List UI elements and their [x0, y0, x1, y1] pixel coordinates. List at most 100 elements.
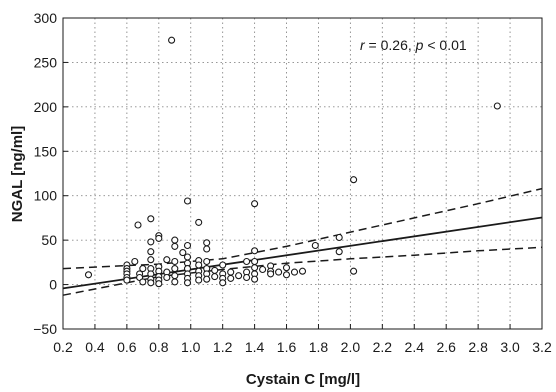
- data-point: [235, 272, 243, 280]
- x-tick-label: 2.0: [341, 339, 361, 355]
- y-tick-label: 100: [34, 188, 58, 204]
- y-tick-label: 200: [34, 99, 58, 115]
- data-point: [195, 218, 203, 226]
- data-point: [267, 270, 275, 278]
- data-point: [163, 273, 171, 282]
- regression-line: [62, 216, 543, 290]
- data-point: [183, 279, 192, 287]
- x-axis-title: Cystain C [mg/l]: [246, 371, 360, 388]
- data-point: [155, 280, 163, 288]
- data-point: [227, 268, 235, 276]
- x-tick-label: 2.2: [373, 339, 393, 355]
- x-tick-label: 3.2: [532, 339, 552, 355]
- data-point: [171, 265, 179, 273]
- y-tick-labels: 300 250 200 150 100 50 0 −50: [33, 10, 57, 337]
- x-tick-label: 0.4: [85, 339, 105, 355]
- data-point: [350, 267, 358, 275]
- axis-ticks: [62, 17, 543, 330]
- data-point: [251, 264, 259, 272]
- data-point: [179, 249, 187, 257]
- data-point: [290, 268, 299, 276]
- data-point: [298, 267, 307, 275]
- data-point: [203, 275, 211, 283]
- data-point: [147, 215, 155, 223]
- data-point: [183, 253, 192, 261]
- data-point: [155, 234, 163, 242]
- data-point: [147, 256, 155, 264]
- grid: [63, 18, 542, 329]
- p-value: < 0.01: [423, 37, 466, 53]
- data-point: [134, 221, 142, 229]
- data-points: [84, 36, 501, 288]
- data-point: [139, 278, 147, 286]
- y-tick-label: 150: [34, 143, 58, 159]
- y-axis-title: NGAL [ng/ml]: [9, 126, 26, 222]
- x-tick-label: 1.6: [277, 339, 297, 355]
- correlation-annotation: r = 0.26, p < 0.01: [360, 37, 467, 53]
- r-value: = 0.26,: [365, 37, 416, 53]
- x-tick-label: 2.6: [436, 339, 456, 355]
- data-point: [282, 264, 291, 272]
- x-tick-label: 3.0: [500, 339, 520, 355]
- x-tick-label: 1.8: [309, 339, 329, 355]
- confidence-interval-lines: [62, 187, 543, 296]
- data-point: [251, 200, 259, 208]
- data-point: [171, 278, 179, 286]
- data-point: [203, 239, 211, 247]
- data-point: [195, 261, 203, 269]
- data-point: [171, 257, 179, 266]
- data-point: [243, 273, 251, 282]
- data-point: [275, 268, 283, 276]
- x-tick-label: 1.0: [181, 339, 201, 355]
- data-point: [219, 279, 227, 287]
- data-point: [195, 276, 203, 284]
- x-tick-labels: 0.2 0.4 0.6 0.8 1.0 1.2 1.4 1.6 1.8 2.0 2.2 2.4 2.6 2…: [53, 339, 552, 355]
- data-point: [147, 238, 155, 246]
- y-tick-label: 50: [41, 232, 57, 248]
- data-point: [139, 265, 147, 273]
- data-point: [131, 257, 139, 266]
- data-point: [147, 248, 155, 256]
- x-tick-label: 0.6: [117, 339, 137, 355]
- data-point: [335, 248, 343, 256]
- data-point: [147, 279, 155, 287]
- data-point: [259, 265, 267, 274]
- data-point: [84, 271, 93, 279]
- x-tick-label: 1.4: [245, 339, 265, 355]
- data-point: [311, 241, 319, 250]
- data-point: [168, 36, 176, 44]
- data-point: [251, 257, 259, 266]
- y-tick-label: −50: [33, 321, 57, 337]
- data-point: [203, 245, 211, 253]
- data-point: [243, 257, 251, 266]
- data-point: [163, 256, 171, 264]
- plot-frame: [62, 17, 543, 330]
- data-point: [123, 276, 131, 284]
- x-tick-label: 2.8: [468, 339, 488, 355]
- data-point: [211, 273, 219, 281]
- x-tick-label: 1.2: [213, 339, 233, 355]
- data-point: [493, 102, 501, 110]
- data-point: [335, 233, 343, 242]
- regression-line-group: [62, 216, 543, 290]
- data-point: [183, 197, 192, 205]
- data-point: [227, 274, 235, 282]
- data-point: [171, 236, 179, 244]
- y-tick-label: 0: [49, 277, 57, 293]
- data-point: [350, 176, 358, 184]
- data-point: [203, 257, 211, 266]
- data-point: [251, 247, 259, 255]
- data-point: [211, 266, 219, 274]
- data-point: [251, 275, 259, 283]
- data-point: [282, 271, 291, 279]
- x-tick-label: 2.4: [405, 339, 425, 355]
- y-tick-label: 250: [34, 54, 58, 70]
- p-symbol: p: [415, 37, 424, 53]
- x-tick-label: 0.8: [149, 339, 169, 355]
- data-point: [219, 261, 227, 269]
- x-tick-label: 0.2: [53, 339, 73, 355]
- y-tick-label: 300: [34, 10, 58, 26]
- r-symbol: r: [360, 37, 366, 53]
- ci-upper-line: [62, 187, 543, 270]
